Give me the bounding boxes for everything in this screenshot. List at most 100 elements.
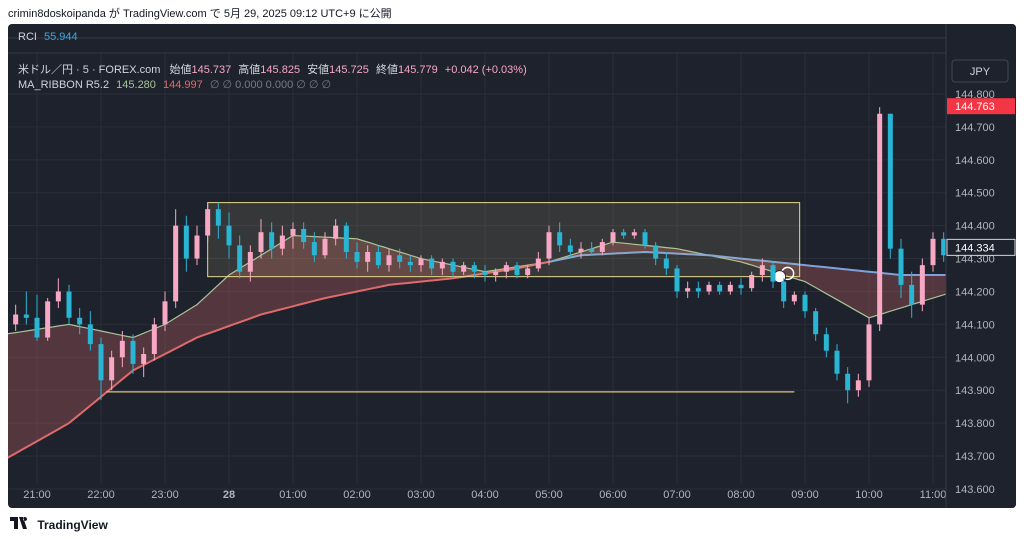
low-value: 145.725 [329, 64, 369, 76]
candle-body [493, 271, 499, 276]
candle-body [642, 232, 648, 246]
candle-body [429, 258, 435, 269]
candle-body [34, 317, 40, 338]
time-tick-label: 08:00 [727, 489, 755, 501]
candle-body [141, 354, 147, 364]
chart-frame[interactable]: 21:00 22:00 23:00 28 01:00 02:00 03:00 04:00 05:… [8, 24, 1016, 508]
time-tick-label: 09:00 [791, 489, 819, 501]
candle-body [813, 311, 819, 335]
candle-body [567, 245, 573, 252]
candle-body [919, 265, 925, 305]
candle-body [301, 228, 307, 243]
open-value: 145.737 [191, 64, 231, 76]
ribbon-value-rest: ∅ ∅ 0.000 0.000 ∅ ∅ ∅ [210, 79, 331, 91]
slow-ma-line-blue [548, 250, 955, 276]
tradingview-logo-icon [10, 517, 30, 532]
candle-body [98, 344, 104, 381]
candle-body [514, 265, 520, 276]
candle-body [375, 251, 381, 266]
candle-body [130, 340, 136, 364]
candle-body [343, 225, 349, 252]
candle-body [674, 268, 680, 292]
candle-body [887, 113, 893, 249]
candle-body [930, 238, 936, 266]
candle-body [226, 225, 232, 246]
candle-body [909, 284, 915, 305]
tradingview-brand[interactable]: TradingView [10, 517, 108, 532]
price-badges: 144.763 144.334 [946, 98, 1016, 256]
currency-label: JPY [970, 66, 991, 78]
candle-body [685, 288, 691, 292]
candle-body [215, 209, 221, 226]
footer: TradingView [0, 508, 1024, 539]
time-tick-label: 01:00 [279, 489, 307, 501]
candle-body [13, 314, 19, 325]
candle-body [205, 209, 211, 236]
price-tick-label: 143.600 [955, 484, 995, 496]
time-tick-label: 10:00 [855, 489, 883, 501]
time-tick-label: 21:00 [23, 489, 51, 501]
candle-body [898, 248, 904, 285]
candle-body [471, 265, 477, 272]
candle-body [845, 373, 851, 391]
tradingview-label: TradingView [37, 518, 108, 532]
time-tick-label: 22:00 [87, 489, 115, 501]
candle-body [354, 251, 360, 262]
candle-body [663, 258, 669, 269]
candle-body [269, 232, 275, 249]
symbol-label: 米ドル／円 · 5 · FOREX.com [18, 63, 160, 76]
candle-body [386, 255, 392, 266]
candle-body [503, 265, 509, 272]
candle-body [183, 225, 189, 259]
candle-body [290, 228, 296, 236]
candle-body [866, 324, 872, 381]
candle-body [87, 324, 93, 345]
price-tick-label: 144.100 [955, 319, 995, 331]
fast-ma-line [8, 234, 955, 339]
candle-body [589, 248, 595, 252]
price-tick-label: 144.300 [955, 254, 995, 266]
rci-value: 55.944 [44, 31, 78, 43]
price-tick-label: 144.800 [955, 89, 995, 101]
grid [8, 53, 946, 490]
price-time-axes: 21:00 22:00 23:00 28 01:00 02:00 03:00 04:00 05:… [23, 489, 946, 501]
candle-body [45, 301, 51, 338]
price-tick-label: 144.500 [955, 188, 995, 200]
ma-ribbon [8, 234, 955, 459]
candle-body [770, 265, 776, 282]
currency-button[interactable] [951, 59, 1009, 83]
time-tick-label: 02:00 [343, 489, 371, 501]
high-value: 145.825 [260, 64, 300, 76]
candle-body [482, 271, 488, 276]
time-tick-label: 11:00 [920, 489, 947, 501]
publish-header: crimin8doskoipanda が TradingView.com で 5… [0, 0, 1024, 24]
candle-body [407, 261, 413, 266]
candle-body [578, 248, 584, 252]
candle-body [695, 288, 701, 292]
price-tick-label: 144.600 [955, 155, 995, 167]
time-tick-label: 06:00 [599, 489, 627, 501]
candle-body [258, 232, 264, 252]
candle-body [599, 242, 605, 252]
candle-body [418, 258, 424, 266]
candle-body [738, 284, 744, 289]
candle-body [55, 291, 61, 302]
candle-body [162, 301, 168, 325]
last-price-label: 144.763 [955, 101, 995, 113]
time-tick-label: 28 [223, 489, 235, 501]
candlestick-chart[interactable]: 21:00 22:00 23:00 28 01:00 02:00 03:00 04:00 05:… [8, 24, 1016, 508]
ribbon-value-2: 144.997 [163, 79, 203, 91]
candle-body [109, 357, 115, 381]
candle-body [823, 334, 829, 351]
open-label: 始値 [169, 62, 191, 76]
candle-body [194, 235, 200, 259]
ohlc-legend: 米ドル／円 · 5 · FOREX.com 始値145.737 高値145.82… [18, 62, 527, 76]
time-tick-label: 04:00 [471, 489, 499, 501]
candle-body [439, 261, 445, 269]
price-tick-label: 144.400 [955, 221, 995, 233]
candle-body [66, 291, 72, 318]
time-tick-label: 23:00 [151, 489, 179, 501]
price-tick-label: 144.000 [955, 352, 995, 364]
range-box [207, 202, 801, 278]
time-tick-label: 07:00 [663, 489, 691, 501]
